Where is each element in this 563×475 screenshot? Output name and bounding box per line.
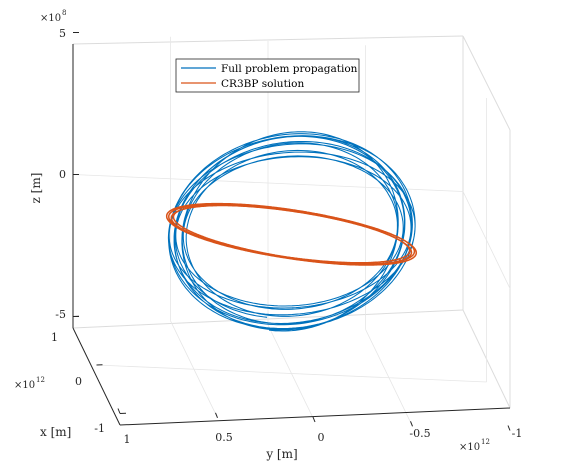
y-tick-label: 0.5 (215, 431, 233, 444)
x-tick-label: 1 (51, 331, 58, 344)
y-multiplier-base: ×10 (459, 442, 480, 453)
grid-line (96, 364, 487, 383)
y-tick-label: -0.5 (409, 427, 430, 440)
legend-label-full-problem: Full problem propagation (221, 63, 358, 75)
z-tick-label: -5 (55, 308, 66, 321)
series-full-problem-propagation (167, 131, 416, 332)
x-multiplier: ×10 12 (14, 376, 45, 391)
legend-label-cr3bp: CR3BP solution (221, 78, 304, 90)
y-tick-label: 1 (124, 433, 131, 446)
y-axis-line (119, 407, 511, 426)
z-tick-label: 5 (59, 27, 66, 40)
plot-series (165, 131, 418, 332)
z-multiplier: ×10 8 (40, 9, 66, 24)
grid-lines (72, 36, 511, 427)
grid-line (117, 408, 121, 414)
x-multiplier-exp: 12 (36, 376, 45, 384)
z-multiplier-exp: 8 (62, 9, 66, 17)
y-multiplier-exp: 12 (481, 438, 490, 446)
y-axis-label: y [m] (265, 447, 297, 461)
grid-line (507, 425, 511, 431)
x-axis-label: x [m] (40, 425, 71, 439)
grid-line (215, 412, 218, 418)
grid-line (72, 174, 464, 192)
z-multiplier-base: ×10 (40, 13, 61, 24)
grid-line (410, 421, 413, 427)
x-multiplier-base: ×10 (14, 380, 35, 391)
box-edge (462, 35, 511, 131)
box-edge (72, 35, 464, 45)
z-tick-label: 0 (59, 168, 66, 181)
y-multiplier: ×10 12 (459, 438, 490, 453)
z-axis-label: z [m] (29, 173, 43, 204)
orbit-path (165, 202, 418, 266)
grid-line (312, 416, 316, 423)
z-tick-labels: 5 0 -5 (55, 27, 66, 321)
y-tick-labels: 1 0.5 0 -0.5 -1 (124, 427, 523, 446)
x-tick-label: 0 (75, 375, 82, 388)
legend: Full problem propagation CR3BP solution (175, 58, 360, 93)
x-tick-label: -1 (94, 422, 105, 435)
orbit-path (167, 131, 416, 332)
x-axis-line (72, 327, 121, 426)
x-tick-labels: 1 0 -1 (51, 331, 105, 435)
tick-marks (72, 32, 511, 431)
y-tick-label: 0 (318, 431, 325, 444)
axes-lines (72, 44, 511, 426)
legend-box (175, 58, 360, 93)
series-cr3bp-solution (165, 202, 418, 266)
grid-line (462, 191, 511, 289)
y-tick-label: -1 (512, 427, 523, 440)
